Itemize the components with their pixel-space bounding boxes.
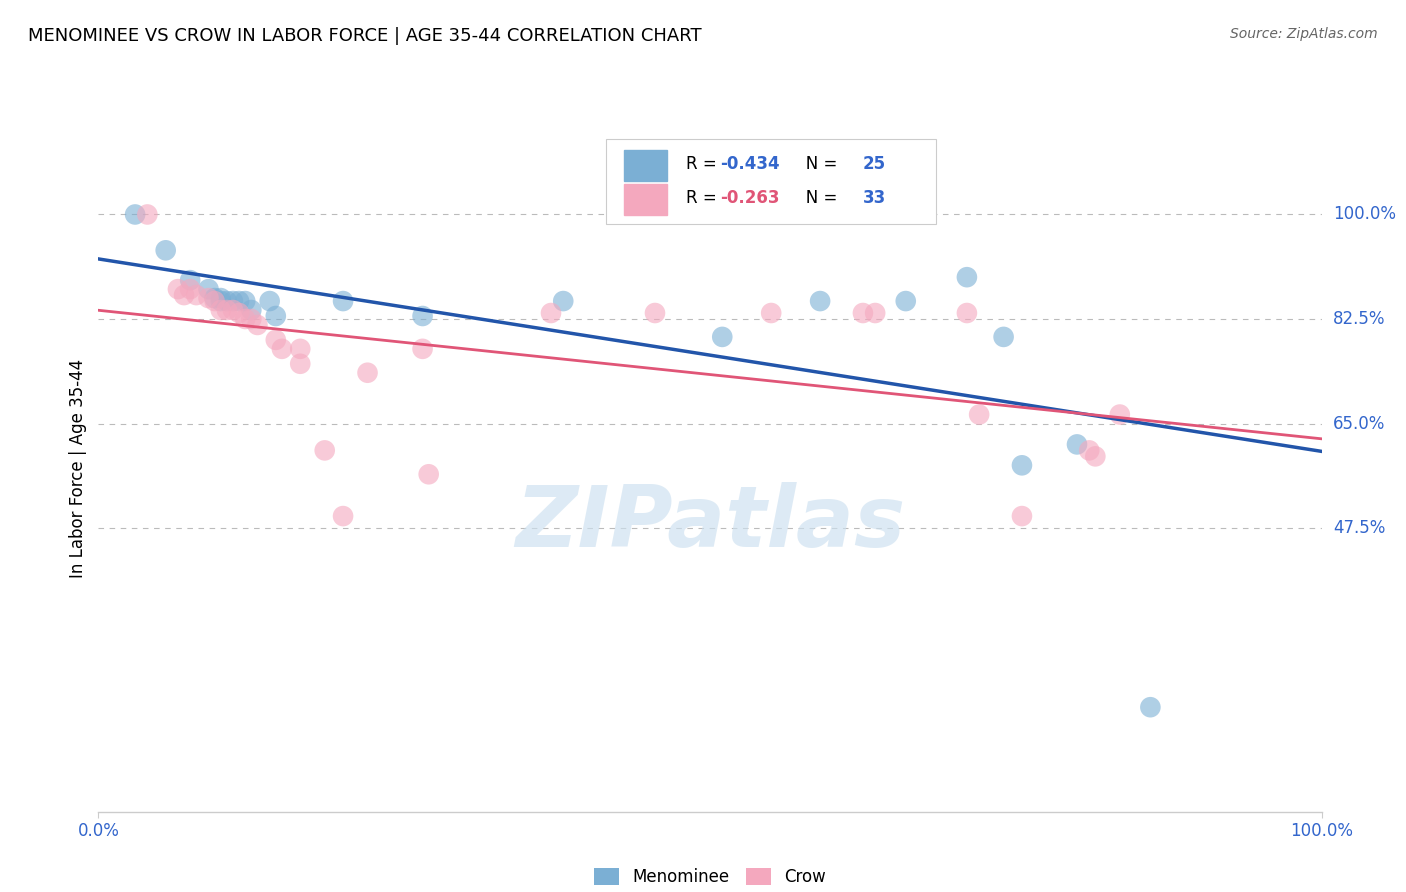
Point xyxy=(209,291,232,305)
Text: -0.434: -0.434 xyxy=(720,155,779,173)
Point xyxy=(228,294,250,309)
Point xyxy=(852,306,875,320)
Point xyxy=(197,291,219,305)
Point xyxy=(1011,458,1033,473)
Point xyxy=(418,467,440,482)
Point xyxy=(136,207,159,221)
Text: R =: R = xyxy=(686,155,721,173)
Point xyxy=(209,294,232,309)
Point xyxy=(993,330,1015,344)
Point xyxy=(186,288,208,302)
Text: MENOMINEE VS CROW IN LABOR FORCE | AGE 35-44 CORRELATION CHART: MENOMINEE VS CROW IN LABOR FORCE | AGE 3… xyxy=(28,27,702,45)
Point xyxy=(1066,437,1088,451)
Point xyxy=(264,309,287,323)
Point xyxy=(894,294,917,309)
Point xyxy=(215,303,238,318)
Text: N =: N = xyxy=(790,189,842,207)
Point xyxy=(246,318,269,332)
Point xyxy=(412,309,434,323)
Point xyxy=(173,288,195,302)
Text: N =: N = xyxy=(790,155,842,173)
Point xyxy=(240,312,263,326)
Point xyxy=(956,270,979,285)
Point xyxy=(1139,700,1161,714)
Point xyxy=(240,303,263,318)
Point xyxy=(290,342,312,356)
Point xyxy=(155,244,177,258)
Text: 100.0%: 100.0% xyxy=(1333,205,1396,224)
Point xyxy=(179,282,201,296)
Point xyxy=(863,306,886,320)
Text: -0.263: -0.263 xyxy=(720,189,779,207)
Text: ZIPatlas: ZIPatlas xyxy=(515,482,905,565)
Text: 33: 33 xyxy=(863,189,886,207)
Point xyxy=(204,294,226,309)
Point xyxy=(711,330,734,344)
Point xyxy=(956,306,979,320)
Point xyxy=(761,306,783,320)
Text: R =: R = xyxy=(686,189,721,207)
Point xyxy=(222,294,245,309)
Point xyxy=(1084,450,1107,464)
Point xyxy=(233,294,256,309)
Point xyxy=(356,366,378,380)
Point xyxy=(761,195,783,210)
Point xyxy=(1011,509,1033,524)
Point xyxy=(332,294,354,309)
Text: 65.0%: 65.0% xyxy=(1333,415,1385,433)
Point xyxy=(808,294,831,309)
Point xyxy=(332,509,354,524)
Point xyxy=(204,291,226,305)
Point xyxy=(553,294,575,309)
FancyBboxPatch shape xyxy=(606,138,936,225)
Bar xyxy=(624,150,668,181)
Point xyxy=(215,294,238,309)
Point xyxy=(540,306,562,320)
Point xyxy=(270,342,294,356)
Y-axis label: In Labor Force | Age 35-44: In Labor Force | Age 35-44 xyxy=(69,359,87,578)
Point xyxy=(967,408,990,422)
Point xyxy=(124,207,146,221)
Point xyxy=(197,282,219,296)
Point xyxy=(290,357,312,371)
Point xyxy=(222,303,245,318)
Point xyxy=(259,294,281,309)
Point xyxy=(233,312,256,326)
Point xyxy=(644,306,666,320)
Point xyxy=(412,342,434,356)
Bar xyxy=(624,184,668,215)
Point xyxy=(228,306,250,320)
Point xyxy=(1108,408,1130,422)
Point xyxy=(264,333,287,347)
Point xyxy=(1078,443,1101,458)
Text: 82.5%: 82.5% xyxy=(1333,310,1385,328)
Point xyxy=(167,282,190,296)
Text: 25: 25 xyxy=(863,155,886,173)
Point xyxy=(209,303,232,318)
Point xyxy=(179,273,201,287)
Legend: Menominee, Crow: Menominee, Crow xyxy=(588,861,832,892)
Text: 47.5%: 47.5% xyxy=(1333,519,1385,537)
Text: Source: ZipAtlas.com: Source: ZipAtlas.com xyxy=(1230,27,1378,41)
Point xyxy=(314,443,336,458)
